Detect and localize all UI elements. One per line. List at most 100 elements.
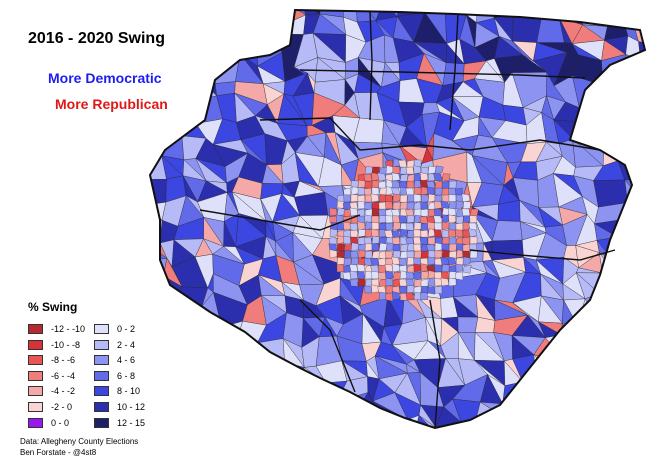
precinct-cell (424, 10, 446, 13)
precinct-cell (613, 418, 634, 428)
precinct-cell (406, 285, 415, 294)
legend-swatch (94, 339, 109, 350)
precinct-cell (512, 425, 534, 428)
precinct-cell (555, 417, 578, 428)
precinct-cell (518, 381, 548, 406)
precinct-cell (150, 275, 164, 298)
precinct-cell (413, 243, 422, 252)
precinct-cell (427, 285, 436, 295)
precinct-cell (159, 74, 185, 97)
precinct-cell (413, 187, 422, 196)
precinct-cell (174, 314, 207, 344)
precinct-cell (274, 14, 306, 35)
precinct-cell (384, 194, 394, 203)
precinct-cell (392, 166, 401, 175)
precinct-cell (171, 76, 205, 99)
precinct-cell (565, 357, 587, 385)
precinct-cell (615, 355, 645, 383)
precinct-cell (637, 195, 645, 215)
precinct-cell (427, 256, 436, 266)
precinct-cell (223, 17, 235, 47)
precinct-cell (233, 27, 268, 48)
precinct-cell (413, 194, 422, 203)
precinct-cell (420, 285, 429, 294)
precinct-cell (420, 292, 429, 301)
legend-item: -10 - -8 (28, 338, 85, 352)
precinct-cell (398, 215, 408, 224)
precinct-cell (420, 250, 430, 259)
precinct-cell (461, 236, 471, 246)
precinct-cell (342, 271, 352, 280)
legend-item: -4 - -2 (28, 384, 85, 398)
precinct-cell (433, 215, 443, 224)
legend-item: -2 - 0 (28, 400, 85, 414)
legend-swatch (28, 401, 43, 412)
precinct-cell (385, 165, 394, 175)
precinct-cell (615, 313, 645, 346)
precinct-cell (392, 243, 401, 252)
precinct-cell (413, 271, 422, 281)
legend-item: -12 - -10 (28, 322, 85, 336)
precinct-cell (542, 403, 556, 426)
precinct-cell (150, 115, 158, 141)
precinct-cell (378, 222, 387, 231)
precinct-cell (285, 394, 306, 424)
precinct-cell (356, 264, 366, 273)
precinct-cell (561, 334, 583, 364)
precinct-cell (336, 392, 369, 423)
precinct-cell (220, 10, 246, 28)
precinct-cell (596, 78, 628, 104)
precinct-cell (150, 260, 164, 287)
precinct-cell (600, 342, 617, 362)
precinct-cell (433, 208, 443, 217)
precinct-cell (427, 165, 437, 175)
precinct-cell (175, 380, 205, 396)
precinct-cell (303, 381, 327, 407)
precinct-cell (433, 229, 443, 238)
precinct-cell (419, 236, 429, 245)
precinct-cell (214, 333, 241, 361)
precinct-cell (592, 377, 621, 407)
precinct-cell (336, 257, 345, 266)
precinct-cell (571, 400, 606, 421)
precinct-cell (371, 250, 381, 259)
municipality-border (429, 299, 441, 429)
legend-swatch (28, 370, 43, 381)
precinct-cell (413, 236, 422, 245)
legend-item: -6 - -4 (28, 369, 85, 383)
precinct-cell (537, 10, 560, 19)
precinct-cell (420, 172, 429, 182)
precinct-cell (413, 222, 422, 231)
precinct-cell (399, 201, 408, 210)
precinct-cell (637, 178, 645, 204)
precinct-cell (172, 394, 200, 424)
legend-item: 0 - 2 (94, 322, 145, 336)
precinct-cell (399, 285, 408, 294)
precinct-cell (205, 32, 218, 67)
precinct-cell (349, 264, 359, 273)
precinct-cell (350, 180, 359, 189)
precinct-cell (427, 236, 436, 245)
precinct-cell (634, 26, 645, 48)
precinct-cell (441, 249, 451, 259)
precinct-cell (599, 10, 626, 27)
precinct-cell (371, 284, 380, 294)
precinct-cell (343, 221, 352, 231)
precinct-cell (554, 363, 587, 384)
precinct-cell (371, 201, 380, 210)
precinct-cell (399, 194, 408, 203)
precinct-cell (184, 76, 209, 100)
precinct-cell (284, 373, 306, 401)
precinct-cell (462, 215, 471, 224)
precinct-cell (455, 215, 464, 225)
precinct-cell (615, 92, 640, 124)
precinct-cell (596, 92, 621, 121)
precinct-cell (413, 278, 422, 288)
legend-swatch (94, 417, 109, 428)
precinct-cell (185, 65, 209, 88)
precinct-cell (292, 423, 325, 428)
precinct-cell (572, 419, 608, 428)
precinct-cell (391, 263, 401, 273)
precinct-cell (371, 271, 380, 280)
precinct-cell (158, 10, 180, 28)
